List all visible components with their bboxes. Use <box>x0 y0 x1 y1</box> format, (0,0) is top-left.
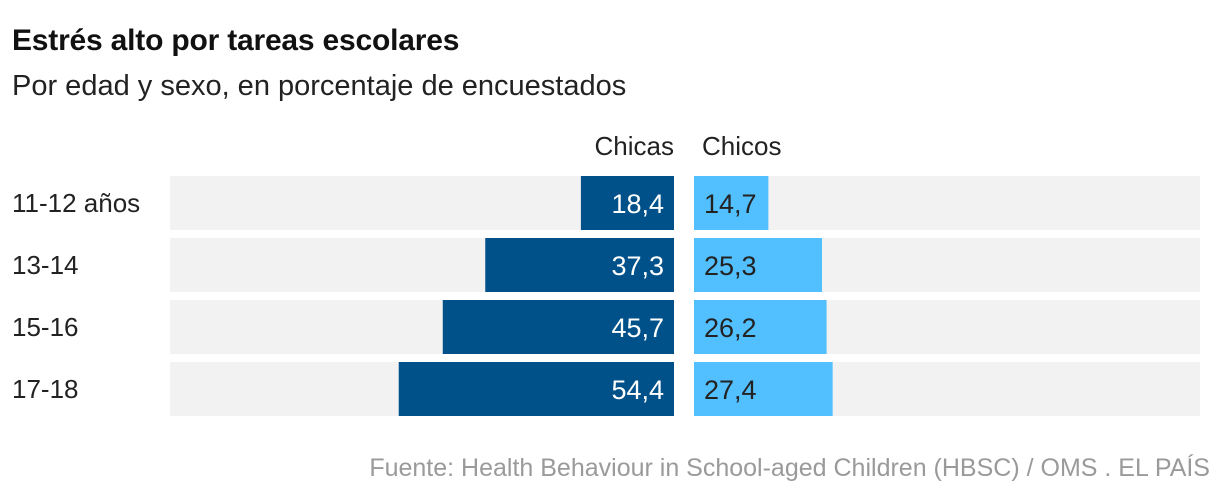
bar-chicas <box>485 238 674 292</box>
category-label: 17-18 <box>12 374 79 404</box>
chart-title: Estrés alto por tareas escolares <box>12 24 460 57</box>
data-label-chicas: 18,4 <box>611 189 664 219</box>
data-label-chicas: 37,3 <box>611 251 664 281</box>
data-label-chicos: 26,2 <box>704 313 757 343</box>
chart-subtitle: Por edad y sexo, en porcentaje de encues… <box>12 70 627 102</box>
data-label-chicos: 25,3 <box>704 251 757 281</box>
data-label-chicas: 45,7 <box>611 313 664 343</box>
data-label-chicos: 27,4 <box>704 375 757 405</box>
bar-rows: 11-12 años 18,4 14,7 13-14 37,3 25,3 15-16 45,7… <box>12 176 1200 416</box>
bar-chicas <box>398 362 674 416</box>
category-label: 13-14 <box>12 250 79 280</box>
bar-chicas <box>442 300 674 354</box>
bar-chicos <box>694 238 823 292</box>
data-label-chicas: 54,4 <box>611 375 664 405</box>
legend-chicas: Chicas <box>595 131 674 161</box>
category-label: 15-16 <box>12 312 79 342</box>
bar-chicas <box>580 176 674 230</box>
category-label: 11-12 años <box>12 188 140 218</box>
legend-chicos: Chicos <box>702 131 781 161</box>
track-right <box>694 176 1200 230</box>
bar-chicos <box>694 176 769 230</box>
source-note: Fuente: Health Behaviour in School-aged … <box>369 454 1210 482</box>
data-label-chicos: 14,7 <box>704 189 757 219</box>
bar-chicos <box>694 300 827 354</box>
bar-chicos <box>694 362 833 416</box>
